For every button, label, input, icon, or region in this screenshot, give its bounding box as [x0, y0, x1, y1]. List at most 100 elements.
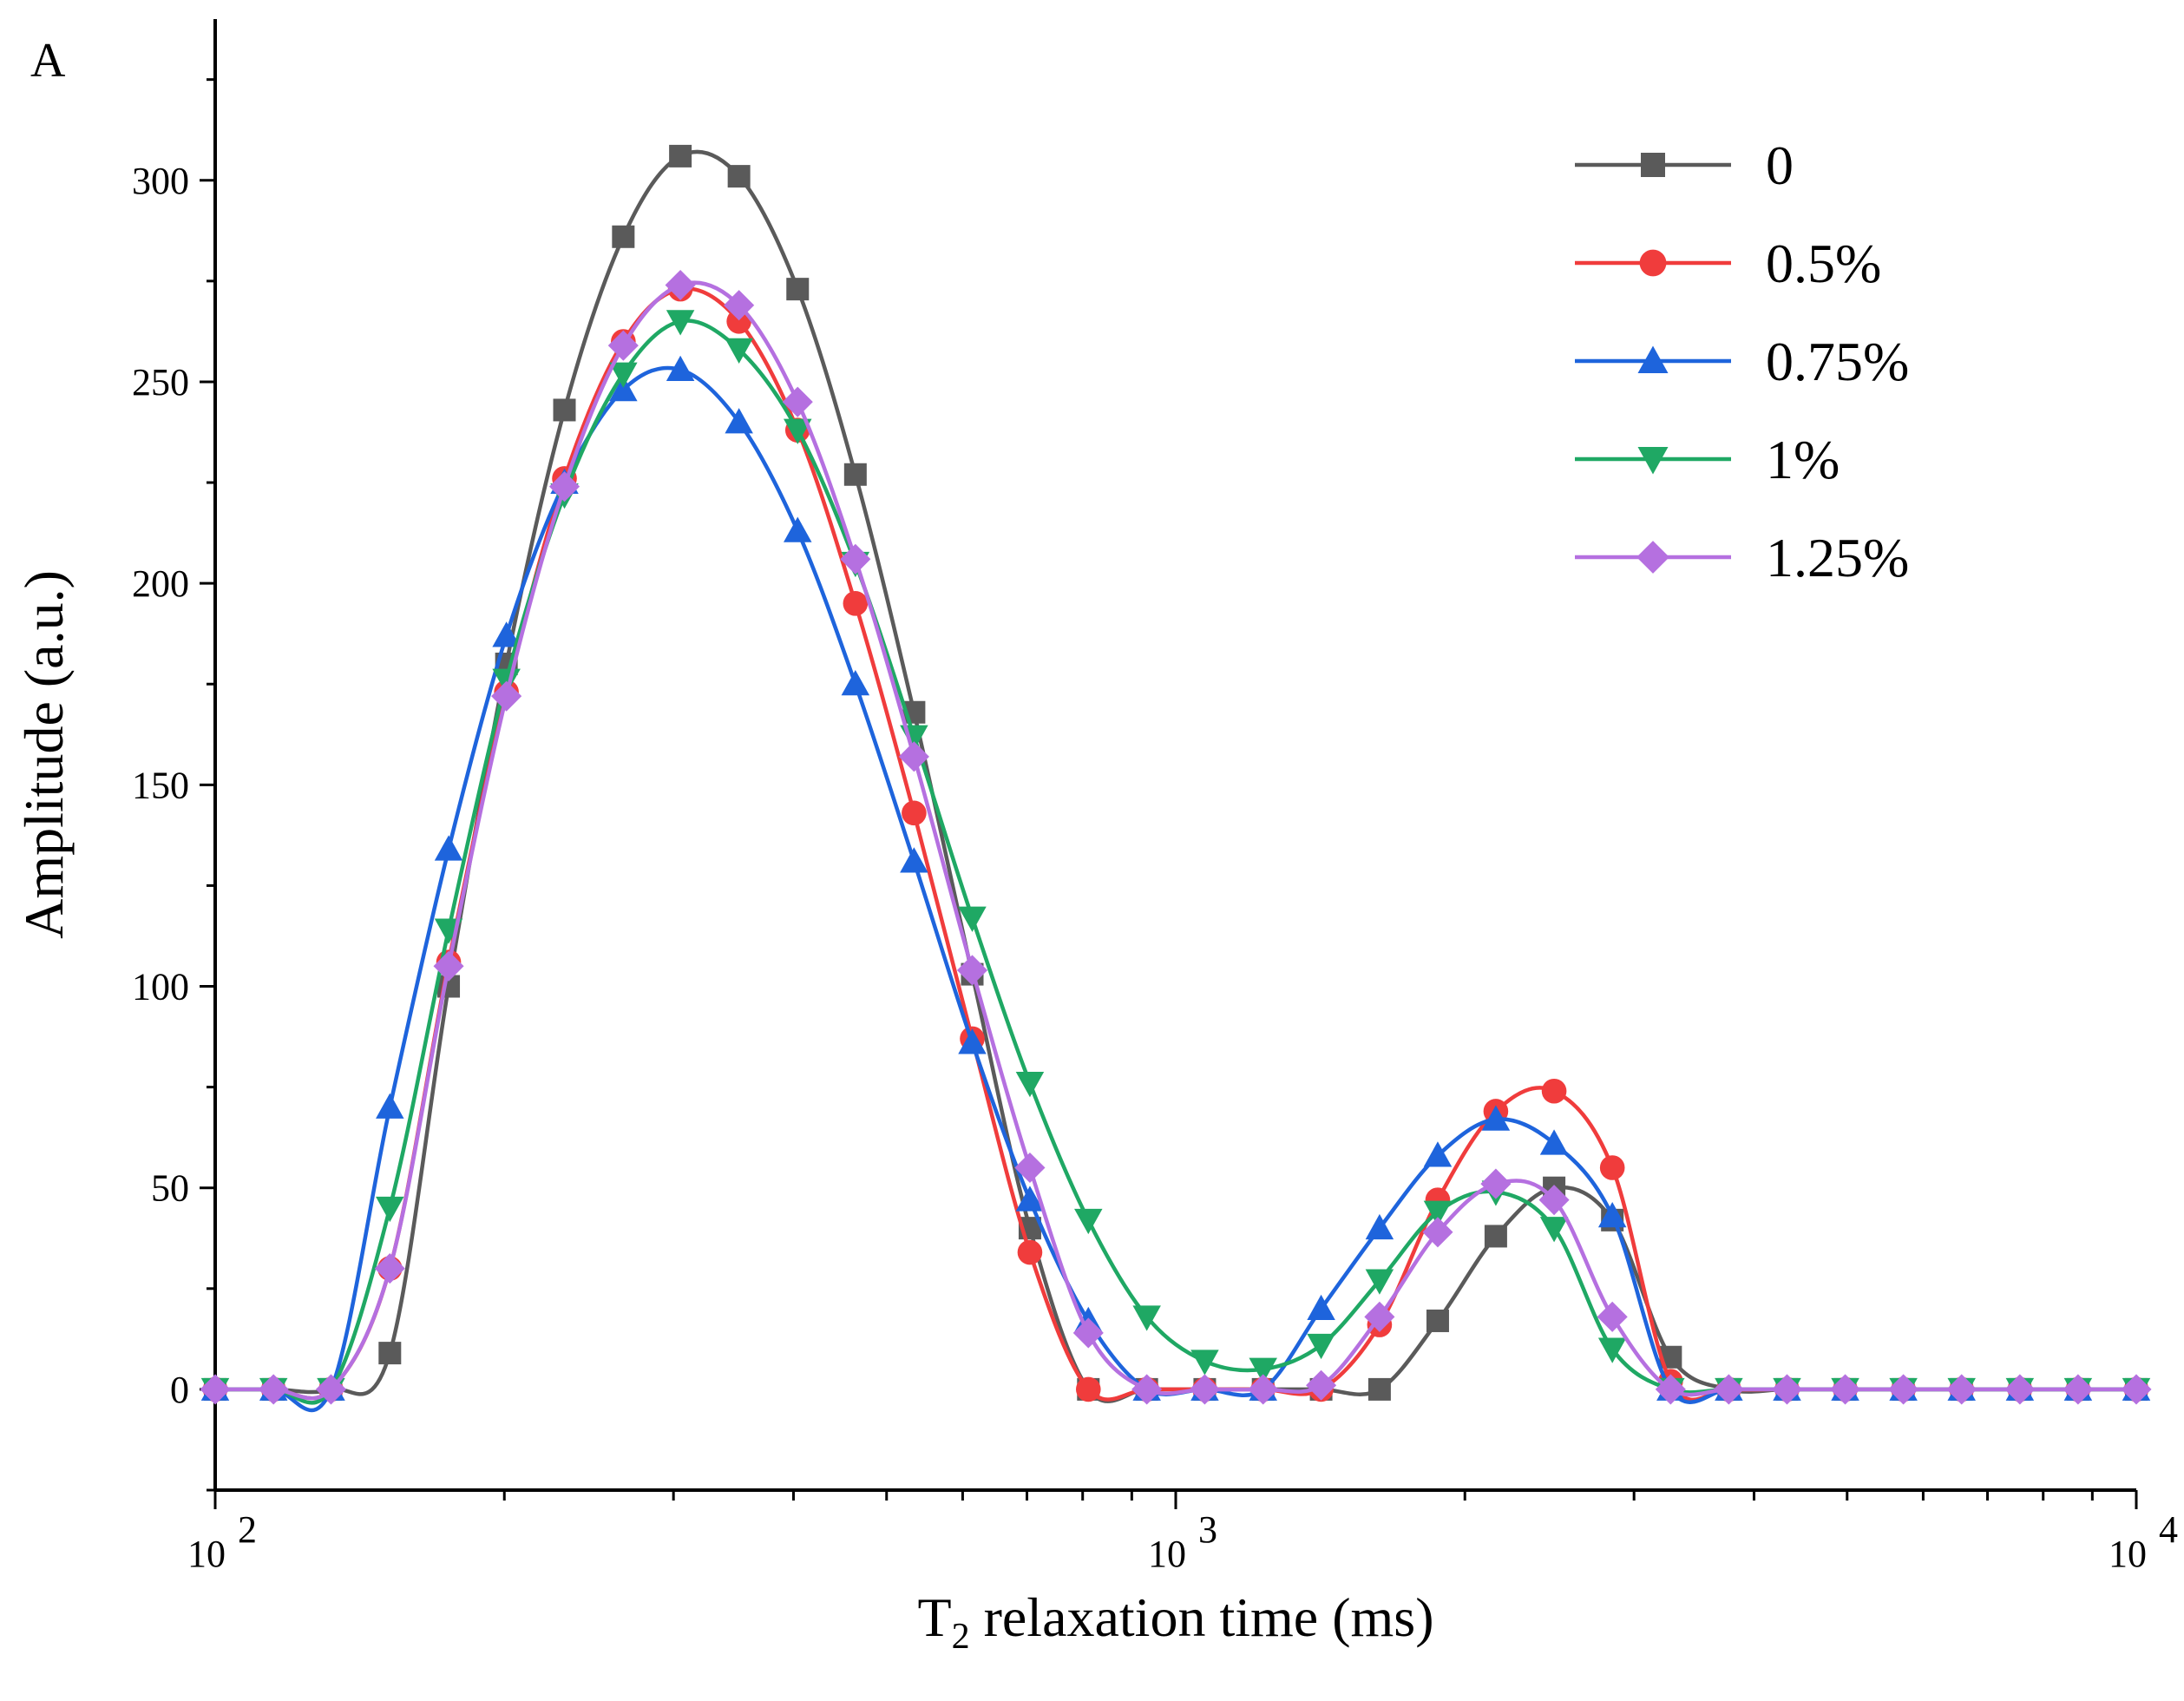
- data-point: [1132, 1305, 1161, 1331]
- data-point: [1014, 1152, 1046, 1184]
- legend-marker: [1637, 345, 1669, 373]
- data-point: [1888, 1374, 1919, 1405]
- data-point: [1190, 1350, 1219, 1376]
- data-point: [376, 1196, 404, 1223]
- legend: 0 0.5% 0.75% 1% 1.25%: [1575, 135, 1909, 588]
- legend-marker: [1639, 249, 1667, 277]
- data-point: [491, 680, 522, 712]
- y-tick-label: 300: [132, 160, 189, 202]
- x-axis-title-main: T: [917, 1586, 951, 1648]
- data-point: [958, 1028, 987, 1054]
- data-point: [665, 269, 696, 301]
- x-axis-title-rest: relaxation time (ms): [970, 1586, 1434, 1648]
- axes-layer: [200, 19, 2138, 1509]
- y-tick-label: 150: [132, 764, 189, 806]
- x-axis-title: T2 relaxation time (ms): [917, 1586, 1433, 1657]
- x-tick-label: 10 3: [1148, 1508, 1217, 1575]
- data-point: [258, 1374, 289, 1405]
- data-point: [1597, 1301, 1628, 1332]
- data-point: [200, 1374, 231, 1405]
- x-tick-label: 10 4: [2109, 1508, 2178, 1575]
- data-point: [609, 375, 638, 402]
- series-0_75pct: [200, 355, 2151, 1413]
- data-point: [1539, 1217, 1569, 1243]
- data-point: [898, 741, 929, 772]
- data-point: [612, 225, 635, 248]
- data-point: [1306, 1369, 1337, 1401]
- data-point: [1597, 1337, 1627, 1363]
- data-point: [1249, 1357, 1277, 1383]
- data-point: [1713, 1374, 1744, 1405]
- data-point: [956, 955, 988, 986]
- data-point: [1541, 1078, 1567, 1104]
- data-point: [725, 408, 753, 434]
- legend-label: 1%: [1766, 429, 1840, 490]
- data-point: [1015, 1071, 1045, 1098]
- data-point: [1484, 1225, 1507, 1248]
- data-point: [1364, 1301, 1395, 1332]
- x-tick-label-base: 10: [2109, 1533, 2147, 1575]
- data-point: [666, 355, 695, 382]
- data-point: [609, 362, 638, 388]
- panel-label: A: [30, 34, 66, 88]
- legend-entry: 0.75%: [1575, 331, 1909, 392]
- x-tick-label-exponent: 4: [2159, 1508, 2178, 1551]
- legend-entry: 0.5%: [1575, 233, 1881, 294]
- series-1_25pct: [200, 269, 2152, 1405]
- data-point: [843, 591, 869, 616]
- data-point: [1655, 1374, 1686, 1405]
- data-point: [374, 1253, 405, 1284]
- data-point: [725, 338, 753, 364]
- data-point: [1075, 1376, 1101, 1402]
- series-line: [215, 365, 2136, 1413]
- data-point: [1015, 1185, 1045, 1212]
- data-point: [900, 847, 928, 873]
- data-point: [607, 330, 639, 361]
- data-point: [434, 835, 463, 861]
- data-point: [1597, 1201, 1627, 1228]
- x-tick-label-base: 10: [1148, 1533, 1186, 1575]
- y-tick-label: 100: [132, 966, 189, 1008]
- x-tick-label-base: 10: [187, 1533, 226, 1575]
- data-point: [492, 621, 521, 647]
- data-point: [1017, 1239, 1043, 1265]
- data-point: [1426, 1309, 1449, 1332]
- legend-marker: [1641, 153, 1665, 177]
- data-point: [786, 278, 810, 301]
- data-point: [1423, 1141, 1453, 1167]
- data-point: [782, 386, 813, 417]
- data-point: [1365, 1269, 1394, 1295]
- data-point: [726, 308, 751, 334]
- legend-entry: 1.25%: [1575, 527, 1909, 588]
- data-point: [1481, 1105, 1511, 1131]
- data-point: [843, 463, 867, 486]
- data-point: [784, 516, 812, 542]
- data-point: [840, 543, 871, 575]
- legend-label: 0.75%: [1766, 331, 1909, 392]
- legend-marker: [1636, 541, 1669, 574]
- data-point: [1599, 1155, 1625, 1180]
- data-point: [1539, 1129, 1569, 1155]
- labels-layer: 0 50 100 150 200 250 300 10 2 10 3 10 4 A Amplitude (a…: [13, 34, 2178, 1657]
- y-tick-label: 50: [151, 1167, 189, 1210]
- legend-entry: 0: [1575, 135, 1794, 196]
- data-point: [378, 1342, 402, 1365]
- series-layer: [200, 144, 2152, 1413]
- data-point: [1189, 1374, 1220, 1405]
- data-point: [2004, 1374, 2036, 1405]
- data-point: [315, 1374, 347, 1405]
- data-point: [553, 398, 576, 422]
- data-point: [1538, 1185, 1570, 1216]
- x-tick-label-exponent: 3: [1198, 1508, 1217, 1551]
- data-point: [1480, 1168, 1512, 1199]
- data-point: [902, 800, 927, 826]
- series-1pct: [200, 310, 2151, 1405]
- legend-label: 1.25%: [1766, 527, 1909, 588]
- y-axis-title: Amplitude (a.u.): [13, 570, 75, 939]
- y-tick-label: 0: [170, 1369, 189, 1411]
- data-point: [1422, 1217, 1453, 1248]
- y-tick-label: 250: [132, 361, 189, 404]
- data-point: [1365, 1213, 1394, 1240]
- x-tick-label-exponent: 2: [238, 1508, 257, 1551]
